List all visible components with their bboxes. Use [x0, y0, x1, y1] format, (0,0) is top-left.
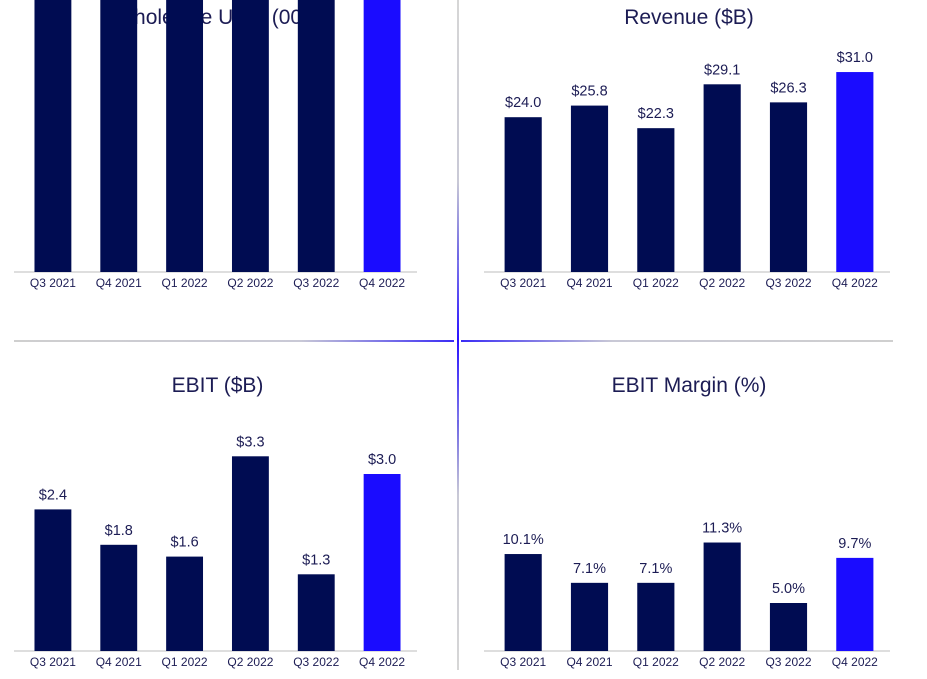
- bar: [504, 117, 542, 272]
- bar: [570, 105, 609, 272]
- x-tick-label: Q4 2021: [96, 276, 142, 290]
- bar: [297, 0, 335, 272]
- x-tick-label: Q3 2022: [765, 276, 811, 290]
- data-label: $22.3: [638, 106, 674, 122]
- x-tick-label: Q4 2022: [359, 655, 405, 669]
- x-tick-label: Q4 2022: [832, 655, 878, 669]
- x-tick-label: Q3 2022: [765, 655, 811, 669]
- bar: [769, 102, 808, 273]
- bar: [231, 0, 269, 272]
- x-tick-label: Q1 2022: [633, 276, 679, 290]
- data-label: $3.0: [368, 452, 396, 468]
- bar: [836, 72, 874, 272]
- chart-title: Wholesale Units (000): [114, 6, 321, 29]
- data-label: $31.0: [837, 50, 873, 66]
- bar: [166, 556, 204, 651]
- bar: [570, 582, 609, 651]
- bar: [34, 0, 72, 272]
- bar: [637, 128, 675, 272]
- bar: [703, 542, 741, 651]
- x-tick-label: Q4 2021: [96, 655, 142, 669]
- vertical-divider-top: [457, 0, 459, 260]
- x-tick-label: Q3 2021: [500, 655, 546, 669]
- data-label: $29.1: [704, 62, 740, 78]
- x-tick-label: Q1 2022: [633, 655, 679, 669]
- bar: [703, 84, 741, 273]
- chart-title: EBIT Margin (%): [611, 374, 767, 397]
- bar: [100, 0, 138, 272]
- data-label: $1.8: [105, 523, 133, 539]
- vertical-divider-bottom: [457, 420, 459, 670]
- chart-title: Revenue ($B): [624, 6, 754, 29]
- x-tick-label: Q2 2022: [699, 276, 745, 290]
- bar: [363, 474, 401, 651]
- bar: [836, 557, 874, 651]
- x-tick-label: Q2 2022: [227, 276, 273, 290]
- horizontal-divider-left: [14, 340, 454, 342]
- wholesale-units-panel: Wholesale Units (000) 546Q3 2021599Q4 20…: [14, 0, 421, 300]
- ebit-margin-panel: EBIT Margin (%) 10.1% Q3 2021 7.1% Q4 2021 7…: [484, 368, 894, 679]
- x-tick-label: Q3 2022: [293, 655, 339, 669]
- data-label: 10.1%: [503, 532, 544, 548]
- bar: [166, 0, 204, 273]
- x-tick-label: Q2 2022: [227, 655, 273, 669]
- data-label: 11.3%: [702, 521, 742, 537]
- x-tick-label: Q1 2022: [162, 655, 208, 669]
- bar: [504, 554, 542, 651]
- data-label: 7.1%: [639, 561, 672, 577]
- data-label: $25.8: [571, 84, 607, 100]
- bar: [100, 544, 138, 651]
- data-label: $1.6: [170, 535, 198, 551]
- data-label: $1.3: [302, 552, 330, 568]
- bar: [637, 582, 675, 651]
- x-tick-label: Q1 2022: [162, 276, 208, 290]
- x-tick-label: Q3 2022: [293, 276, 339, 290]
- x-tick-label: Q4 2021: [566, 655, 612, 669]
- bar: [297, 574, 335, 651]
- data-label: 5.0%: [772, 581, 805, 597]
- x-tick-label: Q3 2021: [30, 655, 76, 669]
- horizontal-divider-right: [461, 340, 893, 342]
- x-tick-label: Q3 2021: [500, 276, 546, 290]
- x-tick-label: Q4 2022: [832, 276, 878, 290]
- chart-title: EBIT ($B): [171, 374, 264, 397]
- data-label: $2.4: [39, 487, 67, 503]
- bar: [231, 456, 269, 651]
- data-label: 9.7%: [838, 536, 871, 552]
- ebit-chart: $2.4 Q3 2021 $1.8 Q4 2021 $1.6 Q1 2022 $3.3 Q2 …: [14, 434, 417, 669]
- data-label: $3.3: [236, 434, 264, 450]
- x-tick-label: Q4 2022: [359, 276, 405, 290]
- x-tick-label: Q2 2022: [699, 655, 745, 669]
- data-label: $26.3: [770, 80, 806, 96]
- data-label: $24.0: [505, 95, 541, 111]
- ebit-panel: EBIT ($B) $2.4 Q3 2021 $1.8 Q4 2021 $1.6 Q1 2…: [14, 368, 421, 679]
- bar: [769, 603, 808, 651]
- vertical-divider-center: [457, 260, 459, 420]
- x-tick-label: Q4 2021: [566, 276, 612, 290]
- ebit-margin-chart: 10.1% Q3 2021 7.1% Q4 2021 7.1% Q1 2022 11.3% Q…: [484, 521, 890, 669]
- data-label: 7.1%: [573, 561, 606, 577]
- wholesale-units-chart: 546Q3 2021599Q4 2021514Q1 2022618Q2 2022…: [14, 0, 417, 290]
- revenue-panel: Revenue ($B) $24.0 Q3 2021 $25.8 Q4 2021 $22…: [484, 0, 894, 300]
- x-tick-label: Q3 2021: [30, 276, 76, 290]
- revenue-chart: $24.0 Q3 2021 $25.8 Q4 2021 $22.3 Q1 2022 $29.…: [484, 50, 890, 290]
- bar: [34, 509, 72, 651]
- bar: [363, 0, 401, 272]
